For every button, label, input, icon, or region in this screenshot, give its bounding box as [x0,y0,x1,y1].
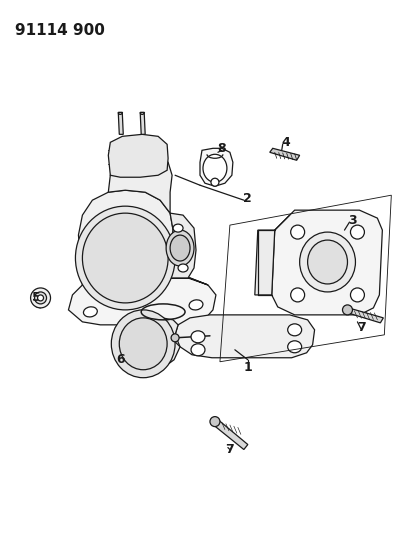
Ellipse shape [173,224,183,232]
Ellipse shape [119,318,167,370]
Circle shape [210,417,220,426]
Text: 2: 2 [244,192,252,205]
Text: 3: 3 [348,214,357,227]
Polygon shape [213,419,248,449]
Ellipse shape [203,154,227,182]
Circle shape [35,292,47,304]
Ellipse shape [82,213,168,303]
Polygon shape [200,148,233,186]
Ellipse shape [111,310,175,378]
Polygon shape [255,230,275,295]
Circle shape [37,295,43,301]
Ellipse shape [288,341,302,353]
Ellipse shape [191,331,205,343]
Circle shape [31,288,51,308]
Text: 7: 7 [357,321,366,334]
Ellipse shape [166,230,194,266]
Ellipse shape [288,324,302,336]
Polygon shape [78,190,208,285]
Polygon shape [270,148,300,160]
Polygon shape [68,278,216,325]
Ellipse shape [178,264,188,272]
Circle shape [343,305,353,315]
Ellipse shape [170,235,190,261]
Circle shape [211,178,219,186]
Ellipse shape [291,225,304,239]
Polygon shape [140,112,145,134]
Ellipse shape [351,225,365,239]
Text: 4: 4 [281,136,290,149]
Ellipse shape [351,288,365,302]
Text: 6: 6 [116,353,125,366]
Polygon shape [175,315,314,358]
Ellipse shape [191,344,205,356]
Ellipse shape [76,206,175,310]
Ellipse shape [189,300,203,310]
Text: 1: 1 [244,361,252,374]
Text: 5: 5 [32,292,41,304]
Polygon shape [112,318,180,370]
Ellipse shape [308,240,347,284]
Text: 91114 900: 91114 900 [15,22,105,38]
Polygon shape [345,308,383,323]
Ellipse shape [84,307,97,317]
Text: 8: 8 [218,142,226,155]
Polygon shape [160,213,196,278]
Polygon shape [108,152,172,213]
Ellipse shape [300,232,355,292]
Ellipse shape [291,288,304,302]
Polygon shape [118,112,123,134]
Text: 7: 7 [226,443,234,456]
Polygon shape [272,210,382,315]
Polygon shape [108,134,168,177]
Circle shape [171,334,179,342]
